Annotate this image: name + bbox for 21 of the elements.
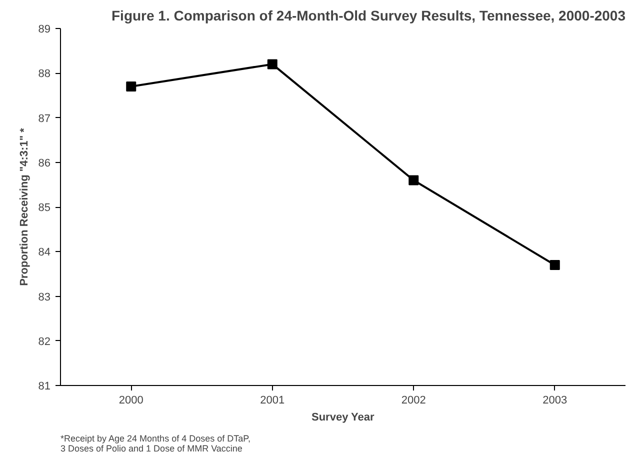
point [126,82,136,92]
y-axis-title: Proportion Receiving "4:3:1" * [18,127,30,286]
x-tick-label: 2001 [260,394,285,406]
point [550,260,560,270]
x-tick-label: 2000 [118,394,144,406]
y-tick-label: 82 [38,336,51,348]
x-axis-title: Survey Year [312,412,376,424]
y-tick-label: 83 [38,291,51,304]
y-tick-label: 89 [38,24,51,36]
x-tick-label: 2002 [401,394,426,406]
point [408,175,419,186]
y-tick-label: 81 [38,380,51,392]
y-tick-label: 87 [38,112,51,125]
text: *Receipt by Age 24 Months of 4 Doses of DTaP, 3 Doses of Polio and 1 Dose of MMR Vaccine [60,434,250,454]
chart-title: Figure 1. Comparison of 24-Month-Old Survey Results, Tennessee, 2000-2003 [112,8,626,24]
y-tick-label: 88 [38,68,51,80]
x-tick-label: 2003 [542,394,568,406]
y-tick-label: 85 [38,202,51,214]
y-tick-label: 84 [38,246,51,259]
point [267,59,278,70]
y-tick-label: 86 [38,157,51,170]
